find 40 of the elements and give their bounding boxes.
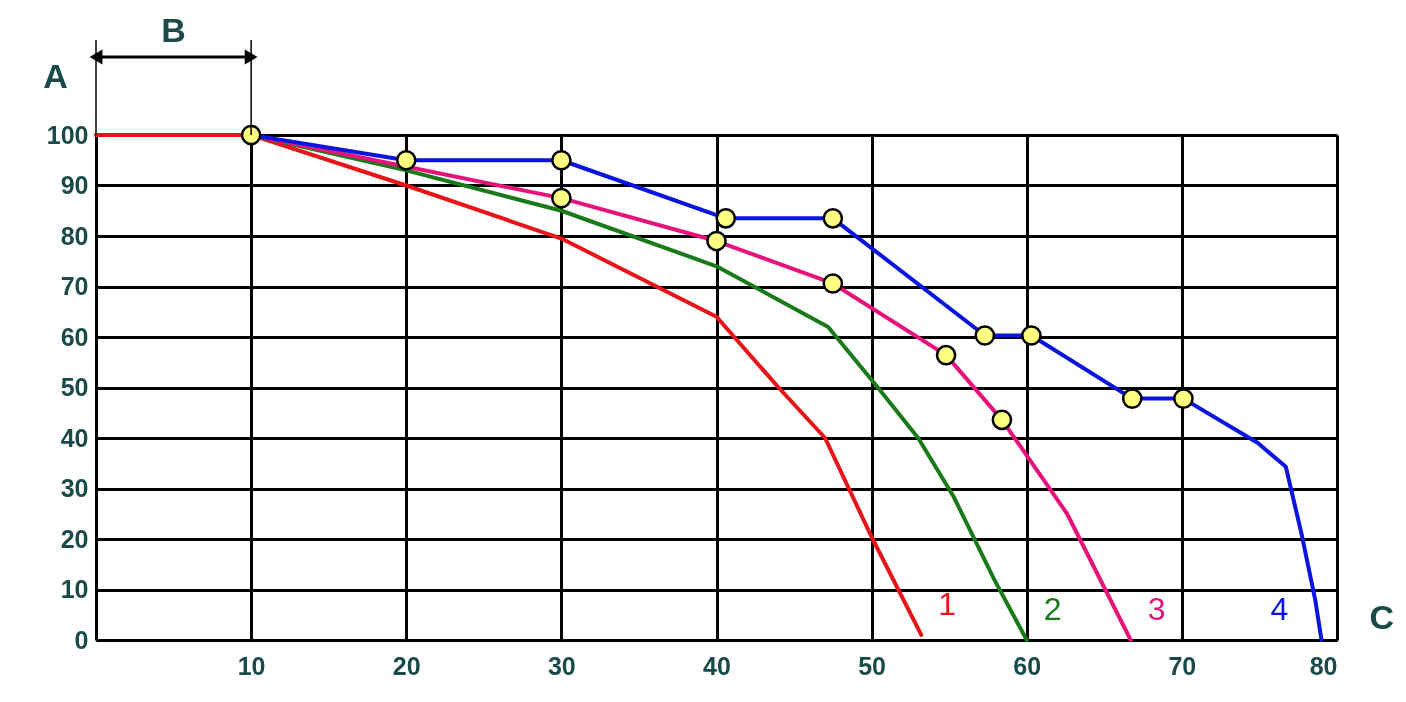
point [1173, 388, 1194, 409]
point [991, 409, 1013, 431]
x-tick-label: 50 [858, 651, 887, 680]
y-tick-label: 100 [46, 120, 89, 149]
y-tick-label: 60 [60, 322, 89, 351]
point [395, 149, 417, 171]
point [974, 325, 996, 346]
y-tick-label: 70 [60, 272, 89, 300]
point [715, 208, 737, 229]
x-tick-label: 70 [1168, 651, 1197, 680]
y-tick-label: 80 [60, 221, 89, 250]
point [551, 187, 572, 209]
point [240, 124, 262, 146]
text: B [161, 11, 186, 49]
x-tick-label: 80 [1309, 651, 1338, 680]
y-axis-title: A [43, 56, 68, 95]
y-tick-label: 0 [74, 625, 89, 654]
x-tick-label: 40 [703, 651, 731, 680]
x-tick-label: 10 [237, 651, 266, 680]
point [822, 273, 844, 294]
point [822, 208, 844, 229]
point [706, 230, 727, 252]
x-tick-label: 60 [1013, 651, 1042, 680]
series-label: 1 [938, 585, 957, 622]
y-tick-label: 50 [60, 373, 89, 401]
point [935, 344, 957, 366]
x-tick-label: 30 [547, 651, 576, 680]
y-tick-label: 20 [60, 524, 89, 553]
y-tick-label: 40 [60, 423, 89, 452]
y-tick-label: 90 [60, 171, 89, 199]
y-tick-label: 10 [60, 575, 89, 603]
point [551, 149, 572, 171]
x-axis-title: C [1369, 597, 1395, 636]
point [1021, 325, 1042, 346]
x-tick-label: 20 [392, 651, 421, 680]
point [1121, 388, 1143, 409]
series-label: 3 [1147, 591, 1166, 627]
y-tick-label: 30 [60, 474, 89, 502]
series-label: 4 [1270, 591, 1289, 627]
series-label: 2 [1043, 591, 1062, 627]
